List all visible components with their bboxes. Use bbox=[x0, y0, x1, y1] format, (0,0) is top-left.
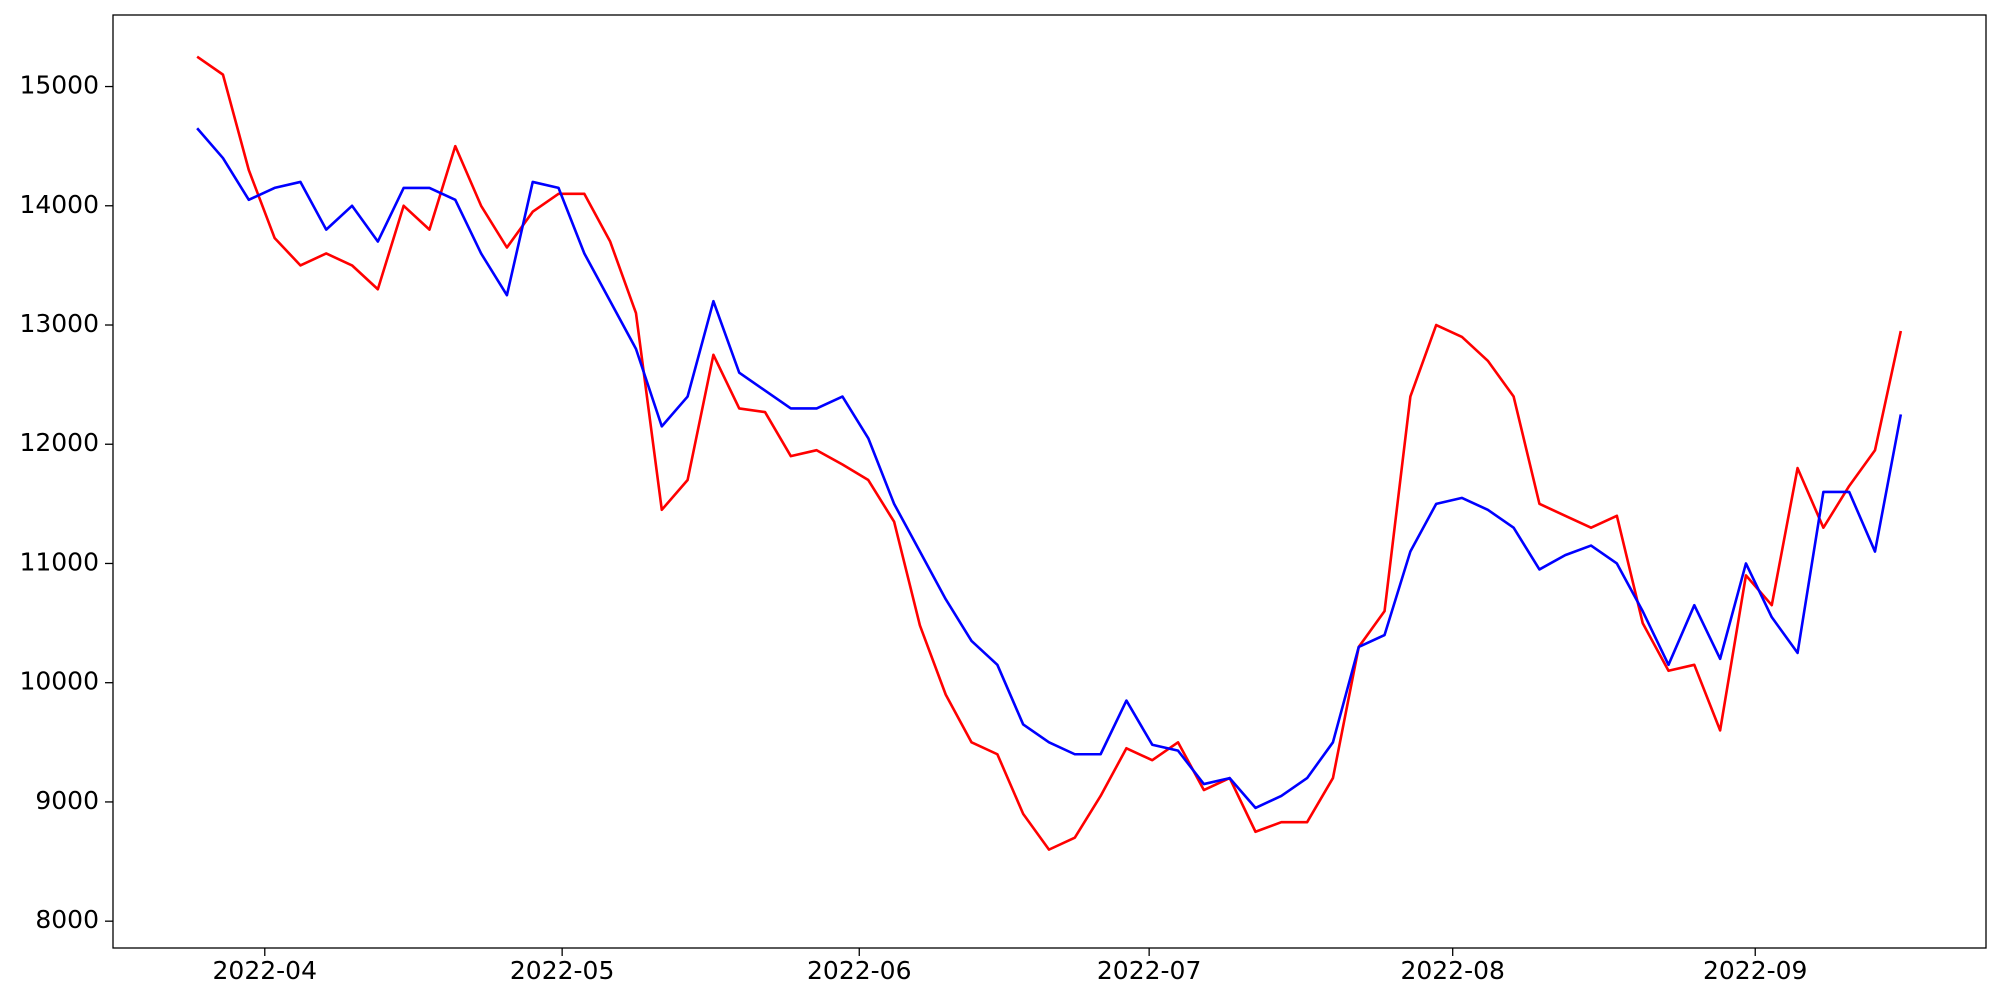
y-tick-label: 10000 bbox=[19, 667, 99, 696]
plot-frame bbox=[112, 14, 1987, 949]
x-tick-label: 2022-06 bbox=[807, 956, 911, 985]
x-tick-label: 2022-08 bbox=[1400, 956, 1504, 985]
y-tick-label: 12000 bbox=[19, 428, 99, 457]
y-tick-label: 15000 bbox=[19, 71, 99, 100]
x-tick-label: 2022-09 bbox=[1703, 956, 1807, 985]
x-tick-label: 2022-05 bbox=[510, 956, 614, 985]
y-tick-label: 9000 bbox=[35, 786, 99, 815]
series-line bbox=[196, 55, 1903, 851]
y-tick-label: 13000 bbox=[19, 309, 99, 338]
y-tick-label: 14000 bbox=[19, 190, 99, 219]
x-tick-label: 2022-07 bbox=[1097, 956, 1201, 985]
x-tick-label: 2022-04 bbox=[213, 956, 317, 985]
series-line bbox=[196, 127, 1903, 810]
y-tick-label: 11000 bbox=[19, 547, 99, 576]
y-tick-label: 8000 bbox=[35, 905, 99, 934]
